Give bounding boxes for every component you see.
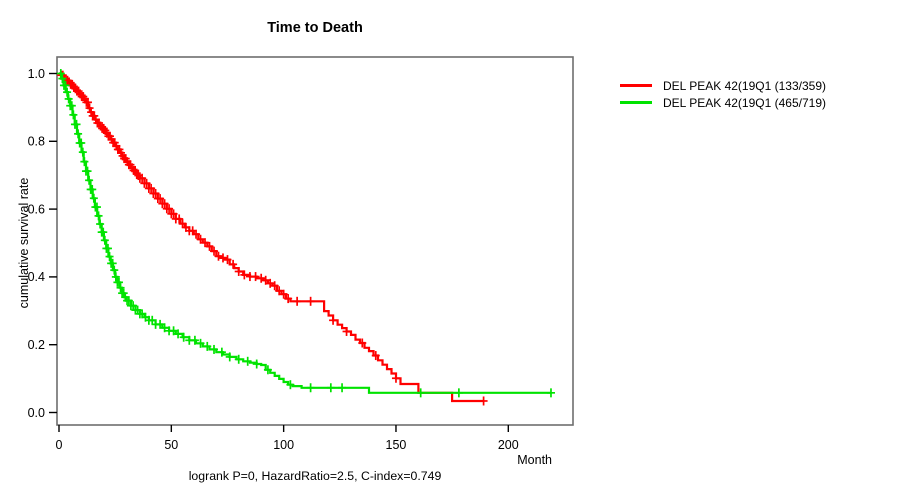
- x-axis-tick-label: 100: [273, 438, 294, 452]
- y-axis-tick-label: 0.4: [28, 270, 45, 284]
- survival-curve-red: [59, 72, 484, 403]
- legend-label: DEL PEAK 42(19Q1 (133/359): [663, 78, 826, 93]
- x-axis-tick-label: 150: [386, 438, 407, 452]
- legend-line-swatch-red: [620, 84, 652, 87]
- y-axis-tick-label: 1.0: [28, 67, 45, 81]
- y-axis-tick-label: 0.6: [28, 202, 45, 216]
- y-axis-title: cumulative survival rate: [17, 177, 31, 309]
- plot-border: [56, 56, 574, 426]
- y-axis-tick-label: 0.2: [28, 338, 45, 352]
- legend-item: DEL PEAK 42(19Q1 (133/359): [620, 77, 826, 94]
- x-axis-tick-label: 0: [56, 438, 63, 452]
- x-axis-title: Month: [517, 453, 552, 467]
- y-axis-tick-label: 0.8: [28, 135, 45, 149]
- x-axis-tick-label: 50: [164, 438, 178, 452]
- legend: DEL PEAK 42(19Q1 (133/359) DEL PEAK 42(1…: [620, 77, 826, 111]
- survival-curve-green: [59, 72, 551, 394]
- legend-line-swatch-green: [620, 101, 652, 104]
- legend-item: DEL PEAK 42(19Q1 (465/719): [620, 94, 826, 111]
- stats-caption: logrank P=0, HazardRatio=2.5, C-index=0.…: [188, 469, 442, 483]
- legend-label: DEL PEAK 42(19Q1 (465/719): [663, 95, 826, 110]
- chart-title: Time to Death: [267, 20, 363, 36]
- y-axis-tick-label: 0.0: [28, 406, 45, 420]
- x-axis-tick-label: 200: [498, 438, 519, 452]
